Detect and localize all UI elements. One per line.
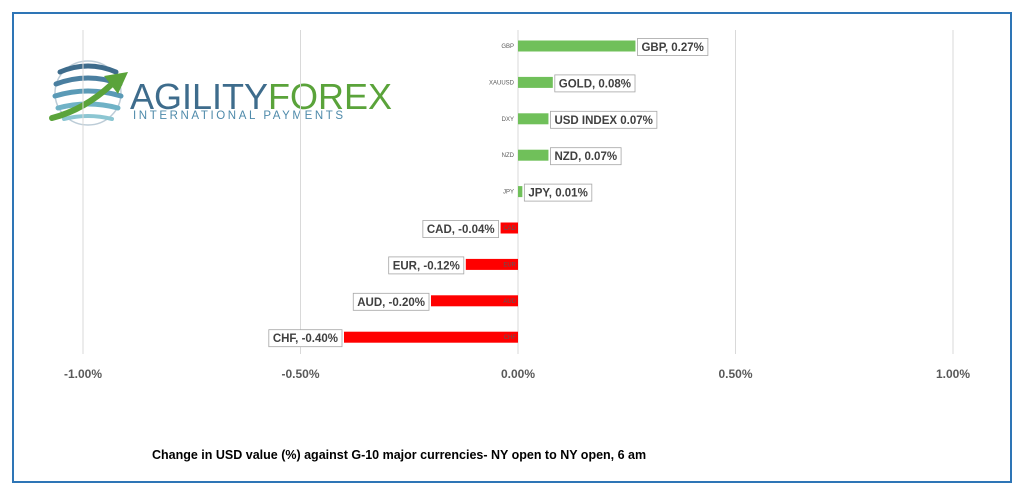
bar-eur (465, 258, 518, 270)
category-label-dxy: DXY (502, 117, 514, 123)
svg-text:GBP, 0.27%: GBP, 0.27% (641, 42, 703, 54)
bar-dxy (518, 113, 549, 125)
data-label-aud: AUD, -0.20% (352, 292, 430, 311)
x-tick-label: 0.00% (501, 367, 535, 381)
svg-text:USD INDEX 0.07%: USD INDEX 0.07% (554, 115, 652, 127)
category-label-chf: CHF (504, 335, 517, 341)
chart-caption: Change in USD value (%) against G-10 maj… (152, 448, 646, 462)
logo-brand-agility: AGILITYFOREX (130, 76, 392, 117)
category-label-jpy: JPY (503, 190, 514, 196)
svg-text:NZD, 0.07%: NZD, 0.07% (554, 151, 617, 163)
svg-text:CHF, -0.40%: CHF, -0.40% (273, 333, 338, 345)
svg-text:AUD, -0.20%: AUD, -0.20% (357, 297, 425, 309)
globe-arrow-icon (49, 60, 128, 126)
bar-gbp (518, 40, 636, 52)
data-label-chf: CHF, -0.40% (268, 329, 343, 348)
data-label-gbp: GBP, 0.27% (637, 38, 709, 56)
data-label-nzd: NZD, 0.07% (550, 147, 622, 166)
svg-text:CAD, -0.04%: CAD, -0.04% (427, 224, 495, 236)
data-label-cad: CAD, -0.04% (422, 220, 500, 238)
agility-forex-logo: AGILITYFOREX INTERNATIONAL PAYMENTS (49, 60, 392, 126)
x-tick-label: 0.50% (718, 367, 752, 381)
chart-data-labels: GBP, 0.27% GOLD, 0.08% USD INDEX 0.07% NZD,… (268, 38, 709, 348)
svg-text:EUR, -0.12%: EUR, -0.12% (393, 260, 460, 272)
bar-aud (431, 295, 518, 307)
chart-frame (12, 12, 1012, 483)
bar-chf (344, 331, 518, 343)
chart-x-tick-labels: -1.00% -0.50% 0.00% 0.50% 1.00% (64, 367, 970, 381)
data-label-jpy: JPY, 0.01% (523, 183, 593, 202)
category-label-xauusd: XAUUSD (489, 80, 515, 86)
bar-cad (500, 222, 518, 234)
bar-jpy (518, 186, 523, 198)
x-tick-label: -1.00% (64, 367, 102, 381)
logo-tagline: INTERNATIONAL PAYMENTS (133, 110, 346, 122)
category-label-eur: EUR (503, 262, 516, 268)
data-label-dxy: USD INDEX 0.07% (550, 110, 658, 129)
category-label-nzd: NZD (502, 153, 515, 159)
x-tick-label: 1.00% (936, 367, 970, 381)
data-label-eur: EUR, -0.12% (388, 256, 465, 275)
chart-category-labels: GBP XAUUSD DXY NZD JPY CAD EUR AUD CHF (489, 44, 517, 341)
x-tick-label: -0.50% (281, 367, 319, 381)
category-label-cad: CAD (503, 226, 516, 232)
category-label-gbp: GBP (501, 44, 514, 50)
chart-bars (344, 40, 636, 343)
svg-text:GOLD, 0.08%: GOLD, 0.08% (559, 78, 631, 90)
svg-text:JPY, 0.01%: JPY, 0.01% (528, 188, 587, 200)
bar-nzd (518, 149, 549, 161)
bar-xauusd (518, 76, 553, 88)
data-label-xauusd: GOLD, 0.08% (554, 74, 636, 93)
category-label-aud: AUD (503, 299, 516, 305)
